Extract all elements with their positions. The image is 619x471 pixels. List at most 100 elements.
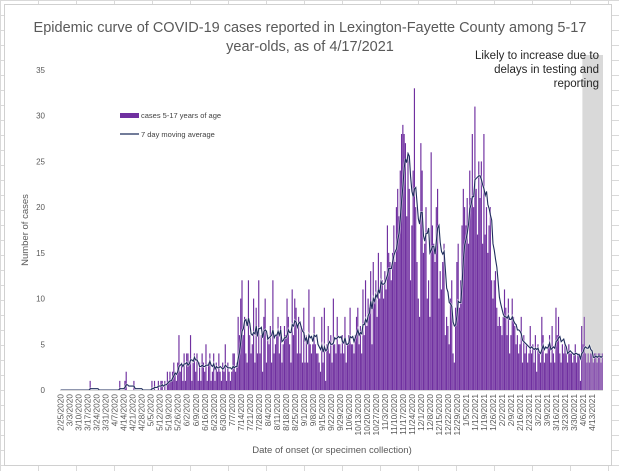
- bar: [482, 243, 484, 390]
- bar: [183, 353, 185, 390]
- bar: [563, 353, 565, 390]
- bar: [210, 380, 212, 390]
- x-tick-label: 3/3/2020: [65, 394, 75, 427]
- bar: [336, 316, 338, 390]
- bar: [200, 380, 202, 390]
- bar: [420, 143, 422, 390]
- bar: [153, 380, 156, 390]
- bar: [191, 380, 193, 390]
- bar: [496, 307, 498, 390]
- bar: [569, 353, 571, 390]
- bar: [375, 280, 377, 390]
- bar: [520, 316, 522, 390]
- bar: [232, 353, 234, 390]
- bar: [380, 262, 382, 390]
- bar: [458, 307, 461, 390]
- bar: [475, 188, 477, 390]
- bar: [166, 371, 168, 390]
- bar: [400, 134, 403, 390]
- bar: [446, 316, 448, 390]
- bar: [419, 316, 421, 390]
- bar: [236, 362, 238, 390]
- bar: [227, 362, 229, 390]
- bar: [503, 289, 506, 390]
- bar: [582, 344, 584, 390]
- bar: [489, 207, 491, 390]
- y-tick-label: 10: [36, 295, 45, 304]
- bar: [327, 326, 329, 390]
- bar: [434, 262, 436, 390]
- x-tick-label: 8/11/2020: [272, 394, 282, 431]
- bar: [363, 335, 365, 390]
- bar: [294, 298, 296, 390]
- bar: [480, 161, 482, 390]
- shaded-incomplete-region: [582, 55, 603, 390]
- x-tick-label: 3/9/2021: [542, 394, 552, 427]
- bar: [560, 362, 562, 390]
- bar: [464, 207, 466, 390]
- bar: [245, 353, 247, 390]
- bar: [303, 307, 305, 390]
- x-tick-label: 7/7/2020: [227, 394, 237, 427]
- bar: [528, 353, 530, 390]
- bar: [488, 225, 490, 390]
- x-tick-label: 4/28/2020: [137, 394, 147, 431]
- bar: [316, 353, 318, 390]
- bar: [403, 134, 405, 390]
- bar: [478, 161, 480, 390]
- bar: [408, 188, 410, 390]
- y-tick-label: 35: [36, 66, 45, 75]
- bar: [476, 234, 479, 390]
- bar: [497, 326, 499, 390]
- bar: [498, 316, 500, 390]
- bar: [426, 298, 428, 390]
- bar: [389, 262, 391, 390]
- bar: [309, 344, 311, 390]
- bar: [259, 353, 261, 390]
- bar: [561, 344, 563, 390]
- bar: [285, 335, 287, 390]
- bar: [344, 316, 346, 390]
- bar: [422, 252, 425, 390]
- x-tick-label: 9/22/2020: [326, 394, 336, 431]
- bar: [566, 362, 569, 390]
- bar: [186, 353, 188, 390]
- bar: [384, 271, 386, 390]
- bar: [354, 335, 356, 390]
- bar: [483, 134, 485, 390]
- bar: [334, 344, 336, 390]
- bar: [89, 380, 91, 390]
- x-tick-label: 4/7/2020: [110, 394, 120, 427]
- bar: [382, 298, 385, 390]
- x-tick-label: 9/29/2020: [335, 394, 345, 431]
- bar: [213, 353, 215, 390]
- x-tick-label: 10/27/2020: [371, 394, 381, 436]
- bar: [282, 344, 284, 390]
- bar: [255, 307, 257, 390]
- bar: [249, 335, 251, 390]
- bar: [485, 207, 488, 390]
- bar: [557, 316, 560, 390]
- bar: [398, 216, 400, 390]
- x-tick-label: 9/15/2020: [317, 394, 327, 431]
- bar: [274, 344, 277, 390]
- x-tick-label: 1/19/2021: [479, 394, 489, 431]
- bar: [573, 353, 575, 390]
- x-tick-label: 3/10/2020: [74, 394, 84, 431]
- bar: [492, 298, 494, 390]
- bar: [587, 353, 589, 390]
- bar: [168, 380, 170, 390]
- bar: [366, 326, 368, 390]
- bar: [406, 216, 408, 390]
- bar: [281, 362, 283, 390]
- bar: [182, 380, 184, 390]
- bar: [314, 344, 316, 390]
- bar: [278, 353, 280, 390]
- x-tick-label: 10/13/2020: [353, 394, 363, 436]
- bar: [525, 344, 527, 390]
- bar: [280, 326, 282, 390]
- x-tick-label: 12/15/2020: [434, 394, 444, 436]
- moving-average-line: [60, 151, 603, 391]
- bar: [429, 316, 431, 390]
